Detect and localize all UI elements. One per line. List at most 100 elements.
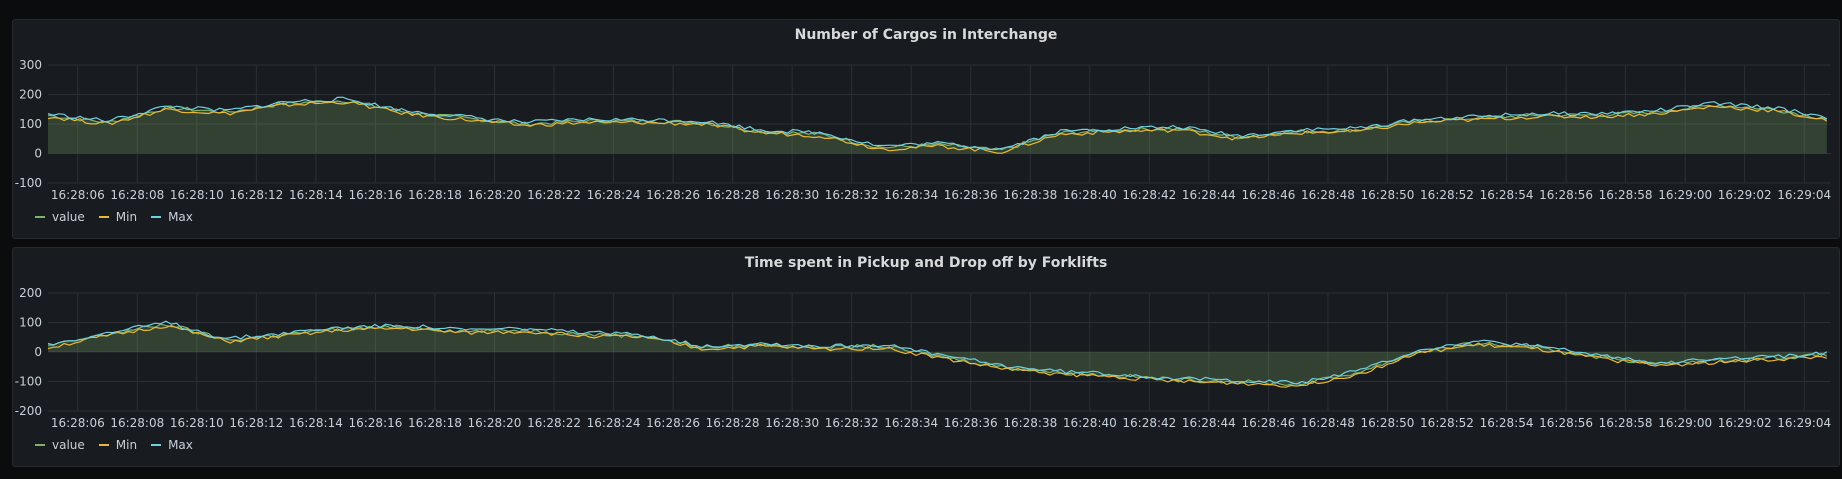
- x-tick-label: 16:28:16: [348, 188, 402, 202]
- x-tick-label: 16:28:48: [1301, 416, 1355, 430]
- series-line-min: [47, 100, 1828, 154]
- legend-label: value: [52, 210, 85, 224]
- x-tick-label: 16:28:32: [825, 416, 879, 430]
- x-tick-label: 16:28:58: [1599, 416, 1653, 430]
- x-tick-label: 16:28:30: [765, 188, 819, 202]
- x-tick-label: 16:28:22: [527, 188, 581, 202]
- x-tick-label: 16:28:54: [1480, 188, 1534, 202]
- x-tick-label: 16:28:16: [348, 416, 402, 430]
- chart-legend: value Min Max: [35, 438, 193, 452]
- y-tick-label: 200: [19, 286, 42, 300]
- x-tick-label: 16:28:44: [1182, 416, 1236, 430]
- x-tick-label: 16:28:56: [1539, 188, 1593, 202]
- x-tick-label: 16:29:00: [1658, 188, 1712, 202]
- x-tick-label: 16:28:22: [527, 416, 581, 430]
- x-tick-label: 16:29:04: [1777, 416, 1831, 430]
- x-tick-label: 16:28:06: [51, 188, 105, 202]
- x-tick-label: 16:28:58: [1599, 188, 1653, 202]
- x-tick-label: 16:28:24: [587, 416, 641, 430]
- x-tick-label: 16:28:52: [1420, 188, 1474, 202]
- x-tick-label: 16:28:52: [1420, 416, 1474, 430]
- legend-label: Min: [115, 210, 138, 224]
- series-area-value: [48, 100, 1827, 154]
- x-tick-label: 16:28:34: [884, 188, 938, 202]
- x-tick-label: 16:28:42: [1122, 188, 1176, 202]
- x-tick-label: 16:28:24: [587, 188, 641, 202]
- y-tick-label: -200: [15, 404, 42, 418]
- x-tick-label: 16:28:40: [1063, 188, 1117, 202]
- x-tick-label: 16:28:26: [646, 416, 700, 430]
- x-tick-label: 16:28:38: [1003, 416, 1057, 430]
- chart-title: Number of Cargos in Interchange: [794, 27, 1058, 43]
- legend-label: Min: [115, 438, 138, 452]
- x-tick-label: 16:28:28: [706, 416, 760, 430]
- y-tick-label: 0: [34, 147, 42, 161]
- x-tick-label: 16:28:44: [1182, 188, 1236, 202]
- x-tick-label: 16:28:48: [1301, 188, 1355, 202]
- legend-label: Max: [168, 210, 193, 224]
- x-tick-label: 16:28:36: [944, 188, 998, 202]
- x-tick-label: 16:29:02: [1718, 188, 1772, 202]
- x-tick-label: 16:28:46: [1241, 188, 1295, 202]
- x-tick-label: 16:28:12: [229, 416, 283, 430]
- y-tick-label: 100: [19, 316, 42, 330]
- x-tick-label: 16:28:14: [289, 188, 343, 202]
- legend-swatch: [98, 444, 109, 446]
- legend-item-min[interactable]: Min: [98, 438, 138, 452]
- x-tick-label: 16:28:28: [706, 188, 760, 202]
- chart-legend: value Min Max: [35, 210, 193, 224]
- x-tick-label: 16:28:30: [765, 416, 819, 430]
- chart-plot-forklifts: -200 -100 0 100 200 16:28:06 16:28:08 16:28:10 1…: [15, 286, 1831, 430]
- legend-swatch: [35, 216, 45, 218]
- x-tick-label: 16:28:36: [944, 416, 998, 430]
- x-tick-label: 16:28:38: [1003, 188, 1057, 202]
- x-tick-label: 16:28:32: [825, 188, 879, 202]
- y-tick-label: 0: [34, 345, 42, 359]
- x-tick-label: 16:29:00: [1658, 416, 1712, 430]
- x-tick-label: 16:28:20: [468, 188, 522, 202]
- legend-item-max[interactable]: Max: [151, 210, 193, 224]
- legend-swatch: [151, 216, 162, 218]
- x-tick-label: 16:28:20: [468, 416, 522, 430]
- legend-label: value: [52, 438, 85, 452]
- y-tick-label: 100: [19, 117, 42, 131]
- legend-item-value[interactable]: value: [35, 438, 85, 452]
- chart-panel-forklifts: Time spent in Pickup and Drop off by For…: [12, 247, 1840, 467]
- x-tick-label: 16:28:50: [1361, 416, 1415, 430]
- chart-title: Time spent in Pickup and Drop off by For…: [744, 255, 1108, 271]
- legend-item-min[interactable]: Min: [98, 210, 138, 224]
- x-tick-label: 16:28:08: [110, 188, 164, 202]
- x-tick-label: 16:28:50: [1361, 188, 1415, 202]
- legend-item-value[interactable]: value: [35, 210, 85, 224]
- x-tick-label: 16:28:42: [1122, 416, 1176, 430]
- x-tick-label: 16:28:56: [1539, 416, 1593, 430]
- x-tick-label: 16:29:04: [1777, 188, 1831, 202]
- chart-panel-cargos: Number of Cargos in Interchange -100 0 100…: [12, 19, 1840, 239]
- x-tick-label: 16:28:40: [1063, 416, 1117, 430]
- x-tick-label: 16:28:54: [1480, 416, 1534, 430]
- legend-item-max[interactable]: Max: [151, 438, 193, 452]
- x-tick-label: 16:29:02: [1718, 416, 1772, 430]
- x-tick-label: 16:28:06: [51, 416, 105, 430]
- chart-plot-cargos: -100 0 100 200 300 16:28:06 16:28:08 16:28:10 16…: [15, 58, 1831, 202]
- legend-label: Max: [168, 438, 193, 452]
- series-line-max: [47, 320, 1828, 385]
- x-tick-label: 16:28:10: [170, 416, 224, 430]
- x-tick-label: 16:28:34: [884, 416, 938, 430]
- x-tick-label: 16:28:08: [110, 416, 164, 430]
- y-tick-label: -100: [15, 375, 42, 389]
- legend-swatch: [151, 444, 162, 446]
- y-tick-label: -100: [15, 176, 42, 190]
- x-tick-label: 16:28:26: [646, 188, 700, 202]
- x-tick-label: 16:28:10: [170, 188, 224, 202]
- series-line-max: [47, 96, 1828, 151]
- x-tick-label: 16:28:14: [289, 416, 343, 430]
- x-tick-label: 16:28:18: [408, 416, 462, 430]
- legend-swatch: [35, 444, 45, 446]
- legend-swatch: [98, 216, 109, 218]
- y-tick-label: 300: [19, 58, 42, 72]
- y-tick-label: 200: [19, 88, 42, 102]
- series-line-min: [47, 324, 1827, 388]
- x-tick-label: 16:28:18: [408, 188, 462, 202]
- x-tick-label: 16:28:12: [229, 188, 283, 202]
